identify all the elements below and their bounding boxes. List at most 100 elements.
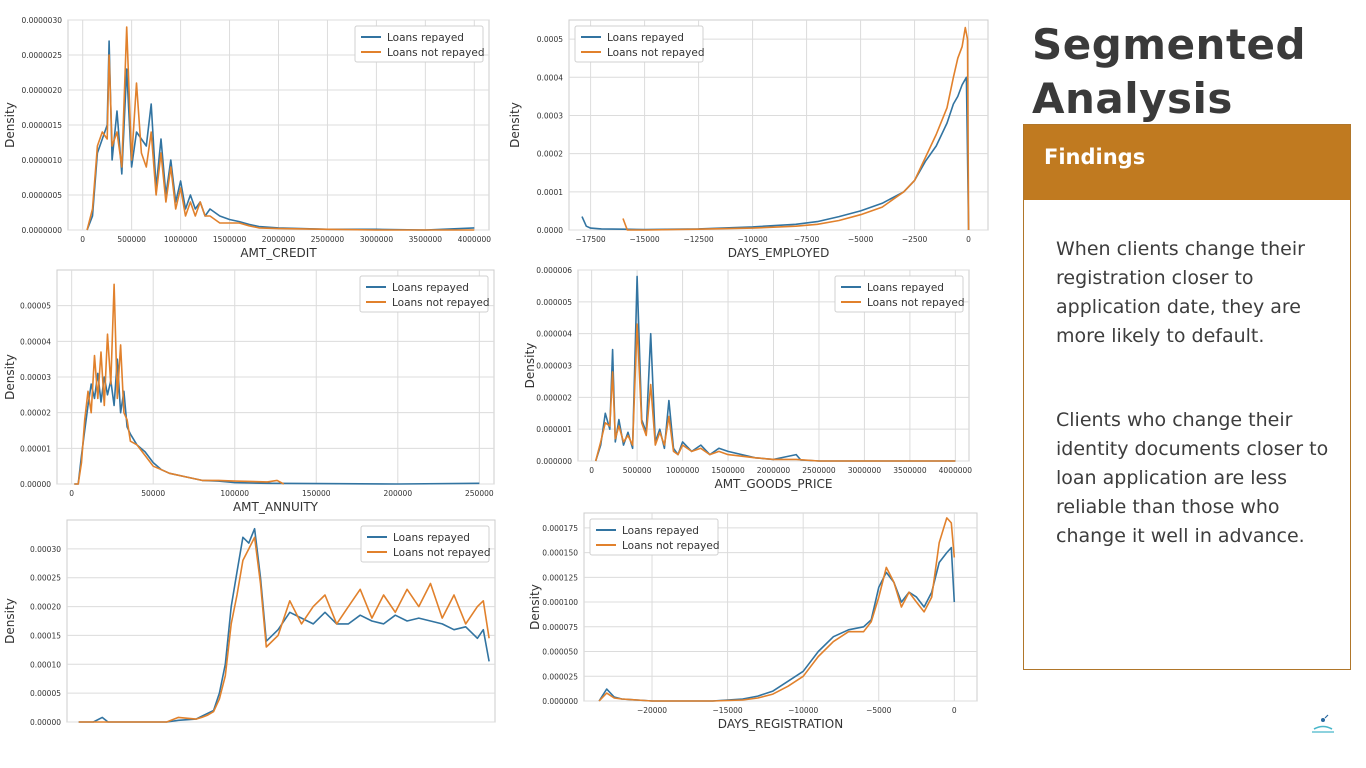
x-axis-label: AMT_GOODS_PRICE [714, 477, 832, 491]
x-tick-label: 1500000 [213, 235, 247, 244]
y-tick-label: 0.000000 [542, 697, 578, 706]
y-tick-label: 0.000001 [536, 425, 572, 434]
y-tick-label: 0.00010 [30, 660, 61, 669]
y-tick-label: 0.000025 [542, 672, 578, 681]
x-tick-label: 4000000 [458, 235, 492, 244]
x-axis-label: AMT_CREDIT [240, 246, 317, 260]
x-tick-label: 500000 [623, 466, 652, 475]
x-tick-label: 200000 [383, 489, 412, 498]
x-axis-label: AMT_ANNUITY [233, 500, 319, 514]
x-tick-label: 3500000 [409, 235, 443, 244]
x-tick-label: 0 [966, 235, 971, 244]
legend: Loans repayed Loans not repayed [589, 518, 720, 556]
x-tick-label: 100000 [220, 489, 249, 498]
legend-entry: Loans repayed [622, 525, 699, 537]
slide-title: Segmented Analysis [1032, 20, 1307, 123]
y-tick-label: 0.000150 [542, 549, 578, 558]
y-tick-label: 0.000075 [542, 623, 578, 632]
x-tick-label: 0 [589, 466, 594, 475]
chart-amt-annuity: 0 50000 100000 150000 200000 250000 0.00000 0.0… [3, 269, 495, 514]
finding-registration: When clients change their registration c… [1056, 238, 1305, 347]
y-tick-label: 0.0002 [537, 150, 563, 159]
legend: Loans repayed Loans not repayed [574, 25, 705, 63]
y-tick-label: 0.0000 [537, 226, 563, 235]
legend: Loans repayed Loans not repayed [360, 525, 491, 563]
y-tick-label: 0.00030 [30, 545, 61, 554]
y-axis-label: Density [523, 343, 537, 389]
x-tick-label: −5000 [866, 706, 892, 715]
y-tick-label: 0.0001 [537, 188, 563, 197]
legend-entry: Loans repayed [387, 32, 464, 44]
series-line-not-repayed [78, 536, 490, 723]
legend-entry: Loans repayed [607, 32, 684, 44]
x-tick-label: 2000000 [262, 235, 296, 244]
x-tick-label: 2000000 [757, 466, 791, 475]
y-tick-label: 0.0000015 [21, 121, 62, 130]
y-tick-label: 0.0000000 [21, 226, 62, 235]
chart-days-id-publish: 0.00000 0.00005 0.00010 0.00015 0.00020 0.000… [3, 519, 496, 727]
legend-entry: Loans not repayed [392, 297, 490, 309]
y-tick-label: 0.000125 [542, 573, 578, 582]
y-tick-label: 0.0000005 [21, 191, 62, 200]
x-tick-label: 3000000 [848, 466, 882, 475]
legend-entry: Loans not repayed [393, 547, 491, 559]
x-tick-label: 1000000 [666, 466, 700, 475]
legend-box [834, 275, 964, 313]
findings-header: Findings [1024, 125, 1350, 200]
x-tick-label: 150000 [302, 489, 331, 498]
x-tick-label: 3000000 [360, 235, 394, 244]
y-axis-label: Density [528, 584, 542, 630]
legend-entry: Loans not repayed [387, 47, 485, 59]
x-tick-label: −10000 [788, 706, 818, 715]
series-line-not-repayed [86, 26, 475, 231]
chart-amt-credit: 0 500000 1000000 1500000 2000000 2500000 30000… [3, 16, 492, 260]
x-tick-label: 3500000 [893, 466, 927, 475]
series-line-not-repayed [622, 26, 970, 231]
y-tick-label: 0.000003 [536, 362, 572, 371]
legend-box [359, 275, 489, 313]
y-tick-label: 0.000002 [536, 393, 572, 402]
legend-entry: Loans not repayed [607, 47, 705, 59]
findings-panel: Findings When clients change their regis… [1023, 124, 1351, 670]
x-tick-label: 250000 [465, 489, 494, 498]
y-axis-label: Density [3, 102, 17, 148]
legend-entry: Loans repayed [393, 532, 470, 544]
x-tick-label: 1000000 [164, 235, 198, 244]
y-tick-label: 0.000050 [542, 648, 578, 657]
x-tick-label: 0 [69, 489, 74, 498]
x-tick-label: −5000 [848, 235, 874, 244]
y-tick-label: 0.000100 [542, 598, 578, 607]
x-tick-label: −15000 [713, 706, 743, 715]
legend-entry: Loans repayed [392, 282, 469, 294]
x-tick-label: 4000000 [939, 466, 973, 475]
y-tick-label: 0.0005 [537, 35, 563, 44]
x-tick-label: −17500 [576, 235, 606, 244]
y-tick-label: 0.00025 [30, 574, 61, 583]
legend-box [574, 25, 704, 63]
legend-entry: Loans repayed [867, 282, 944, 294]
x-axis-label: DAYS_REGISTRATION [718, 717, 843, 731]
y-tick-label: 0.00000 [30, 718, 61, 727]
x-tick-label: −15000 [630, 235, 660, 244]
y-tick-label: 0.0000030 [21, 16, 62, 25]
legend: Loans repayed Loans not repayed [834, 275, 965, 313]
y-tick-label: 0.000000 [536, 457, 572, 466]
y-tick-label: 0.000006 [536, 266, 572, 275]
y-tick-label: 0.000004 [536, 330, 572, 339]
x-tick-label: 0 [80, 235, 85, 244]
x-tick-label: −2500 [902, 235, 928, 244]
x-axis-label: DAYS_EMPLOYED [728, 246, 830, 260]
legend-box [360, 525, 490, 563]
y-tick-label: 0.0000010 [21, 156, 62, 165]
y-axis-label: Density [508, 102, 522, 148]
y-tick-label: 0.00000 [20, 480, 51, 489]
x-tick-label: −20000 [637, 706, 667, 715]
finding-id-documents: Clients who change their identity docume… [1056, 409, 1329, 547]
y-tick-label: 0.00005 [30, 689, 61, 698]
legend: Loans repayed Loans not repayed [354, 25, 485, 63]
x-tick-label: 2500000 [311, 235, 345, 244]
legend-entry: Loans not repayed [867, 297, 965, 309]
x-tick-label: −10000 [738, 235, 768, 244]
y-tick-label: 0.00005 [20, 302, 51, 311]
y-tick-label: 0.0000025 [21, 51, 62, 60]
